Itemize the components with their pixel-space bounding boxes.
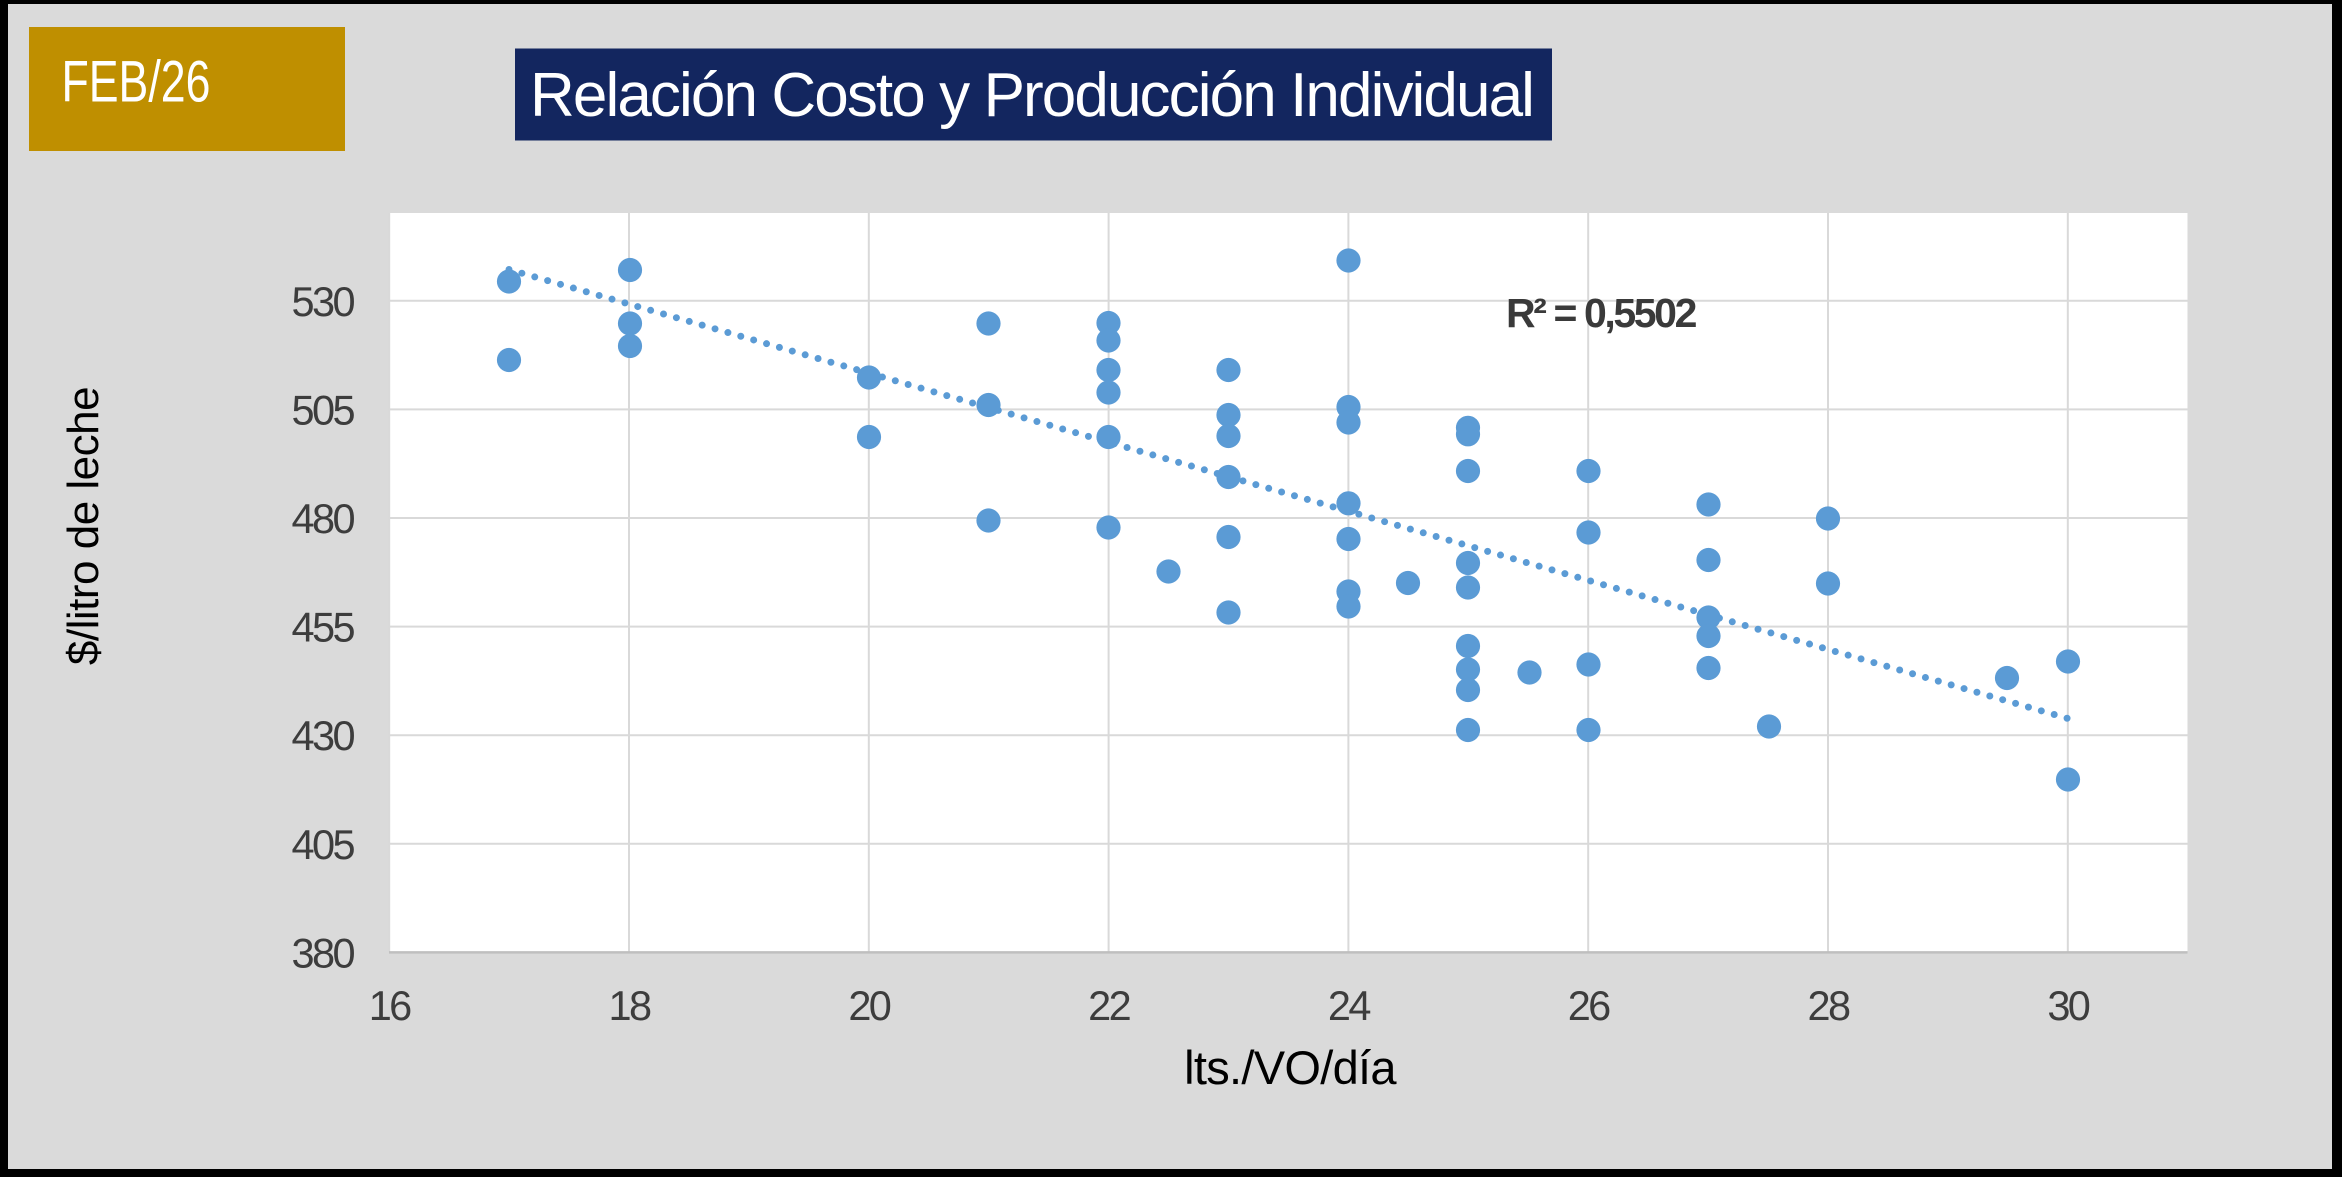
svg-text:24: 24: [1328, 982, 1370, 1029]
svg-text:430: 430: [292, 712, 355, 759]
svg-text:$/litro de leche: $/litro de leche: [59, 387, 108, 665]
svg-text:Relación Costo y Producción In: Relación Costo y Producción Individual: [530, 61, 1533, 130]
svg-text:405: 405: [292, 821, 355, 868]
svg-text:lts./VO/día: lts./VO/día: [1184, 1041, 1397, 1094]
svg-text:455: 455: [292, 604, 355, 651]
svg-text:FEB/26: FEB/26: [62, 49, 211, 114]
svg-text:505: 505: [292, 386, 355, 433]
svg-text:22: 22: [1088, 982, 1129, 1029]
svg-text:26: 26: [1568, 982, 1610, 1029]
svg-text:20: 20: [848, 982, 890, 1029]
svg-text:16: 16: [369, 982, 411, 1029]
svg-text:R² = 0,5502: R² = 0,5502: [1506, 290, 1697, 336]
svg-text:28: 28: [1808, 982, 1850, 1029]
svg-text:18: 18: [609, 982, 651, 1029]
svg-text:480: 480: [292, 495, 355, 542]
svg-text:380: 380: [292, 929, 355, 976]
svg-text:530: 530: [292, 278, 355, 325]
svg-text:30: 30: [2047, 982, 2089, 1029]
